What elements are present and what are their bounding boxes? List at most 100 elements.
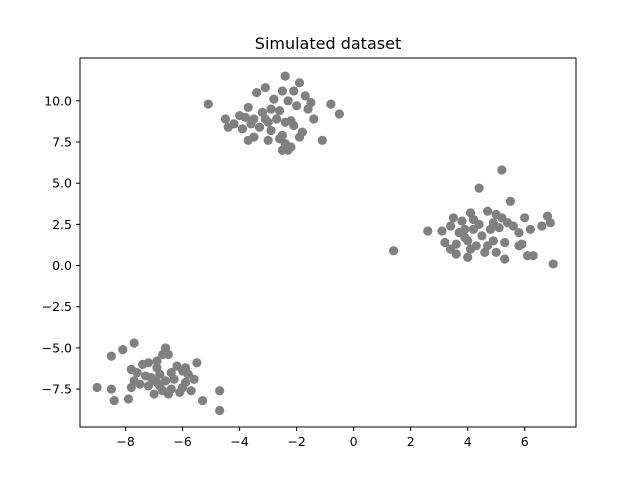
data-point [485,224,496,234]
data-point [132,368,142,378]
data-point [277,86,287,96]
data-point [463,236,473,246]
data-point [246,119,256,129]
data-point [243,102,253,113]
data-point [289,120,299,131]
x-tick-label: 6 [521,434,529,449]
data-point [109,396,119,406]
data-point [463,252,473,262]
data-point [123,394,134,404]
data-point [223,122,233,132]
data-point [126,382,136,393]
points-layer [92,71,558,416]
data-point [169,374,179,384]
data-point [283,96,293,106]
x-tick-label: 0 [350,434,358,449]
data-point [317,135,327,145]
data-point [528,251,538,261]
data-point [106,384,116,394]
data-point [548,259,558,269]
data-point [266,125,276,136]
data-point [149,389,159,399]
data-point [243,135,253,145]
data-point [152,377,162,388]
data-point [388,246,399,256]
data-point [215,386,225,396]
data-point [508,221,518,231]
data-point [106,351,116,361]
x-tick-label: −8 [116,434,134,449]
x-tick-label: −4 [230,434,248,449]
data-point [477,231,487,241]
data-point [129,338,139,348]
data-point [92,382,102,393]
data-point [155,369,165,379]
data-point [215,405,225,416]
data-point [465,244,476,254]
data-point [143,381,154,391]
data-point [520,213,530,223]
data-point [263,135,273,145]
x-tick-label: −6 [173,434,191,449]
x-axis: −8 −6 −4 −2 0 2 4 6 [116,427,529,449]
data-point [254,122,265,132]
data-point [483,206,493,216]
data-point [220,114,230,124]
data-point [294,78,305,88]
data-point [500,254,510,264]
x-tick-label: 4 [464,434,472,449]
data-point [266,104,276,114]
data-point [437,226,447,236]
data-point [158,349,168,360]
y-tick-label: 0.0 [52,258,72,273]
data-point [240,112,250,122]
data-point [326,99,336,109]
data-point [260,83,270,93]
data-point [294,132,305,142]
data-point [272,114,282,124]
data-point [135,379,145,389]
data-point [500,237,510,248]
data-point [480,247,490,257]
data-point [175,387,185,398]
data-point [237,124,248,134]
y-tick-label: 10.0 [44,93,72,108]
y-tick-label: 5.0 [52,176,72,191]
data-point [514,228,524,238]
data-point [440,237,450,248]
data-point [505,196,516,206]
data-point [514,241,524,251]
chart-title: Simulated dataset [255,34,401,53]
data-point [197,396,208,406]
y-tick-label: 7.5 [52,135,72,150]
data-point [252,87,262,98]
data-point [152,356,162,366]
data-point [537,221,547,231]
data-point [163,389,173,399]
data-point [494,223,504,233]
data-point [118,344,128,355]
data-point [491,247,501,257]
data-point [334,109,344,119]
data-point [189,374,199,384]
plot-frame [79,57,577,428]
data-point [497,165,507,175]
data-point [451,249,461,259]
data-point [525,224,535,234]
data-point [445,221,456,231]
x-tick-label: 2 [407,434,415,449]
data-point [474,183,484,193]
data-point [303,104,313,114]
y-tick-label: 2.5 [52,217,72,232]
y-tick-label: −7.5 [42,382,72,397]
data-point [292,101,302,111]
data-point [269,94,279,104]
y-tick-label: −5.0 [42,340,72,355]
data-point [203,99,213,109]
data-point [280,117,290,127]
data-point [138,359,148,369]
data-point [423,226,433,236]
